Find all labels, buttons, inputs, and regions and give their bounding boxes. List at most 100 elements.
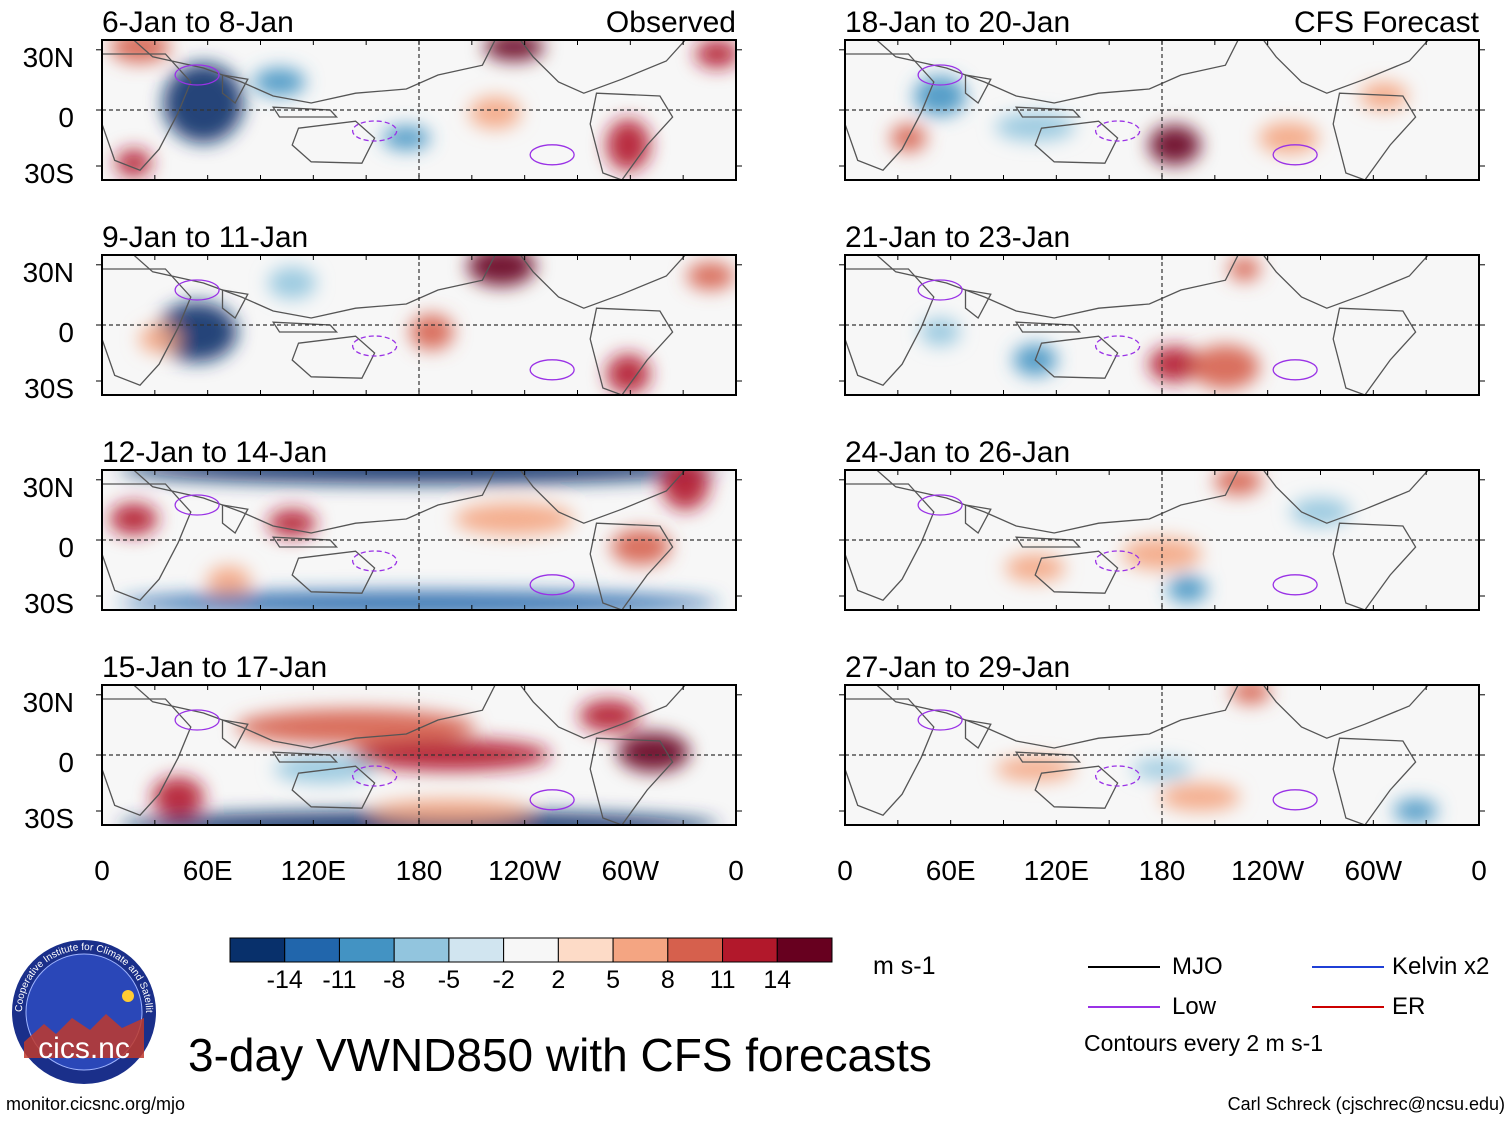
author-credit: Carl Schreck (cjschrec@ncsu.edu)	[1227, 1094, 1505, 1114]
colorbar-tick-label: 11	[710, 966, 736, 994]
coastline	[589, 737, 674, 825]
forecast-header: CFS Forecast	[1294, 6, 1480, 39]
lat-label: 0	[58, 102, 74, 133]
anomaly-blob	[109, 503, 158, 535]
source-url[interactable]: monitor.cicsnc.org/mjo	[6, 1094, 186, 1114]
coastline	[1014, 536, 1082, 548]
low-contour	[174, 64, 220, 86]
lon-label: 60W	[602, 855, 660, 886]
anomaly-blob	[579, 699, 640, 732]
lon-label: 60E	[926, 855, 976, 886]
coastline	[519, 40, 687, 94]
coastline	[221, 719, 249, 749]
coastline	[1332, 307, 1417, 395]
lat-label: 30N	[23, 257, 74, 288]
coastline	[132, 40, 496, 104]
low-contour	[351, 335, 398, 357]
lat-label: 30N	[23, 687, 74, 718]
anomaly-blob	[152, 777, 205, 817]
map-panel-l0	[102, 40, 736, 180]
anomaly-blob	[1359, 82, 1408, 110]
coastline	[1332, 737, 1417, 825]
map-panel-r0	[845, 40, 1479, 180]
coastline	[291, 765, 376, 809]
cics-logo[interactable]: Cooperative Institute for Climate and Sa…	[10, 938, 158, 1086]
low-contour	[1094, 120, 1141, 142]
lon-label: 120W	[488, 855, 562, 886]
coastline	[589, 307, 674, 395]
legend-label-er: ER	[1392, 993, 1426, 1020]
anomaly-blob	[1393, 799, 1438, 823]
legend-swatch-low	[1088, 1006, 1160, 1008]
anomaly-blob	[1160, 783, 1241, 811]
coastline	[845, 268, 935, 386]
coastline	[589, 522, 674, 610]
lon-label: 180	[396, 855, 443, 886]
coastline	[221, 289, 249, 319]
observed-header: Observed	[606, 6, 736, 39]
anomaly-blob	[1167, 575, 1208, 603]
colorbar-swatch	[393, 937, 450, 963]
map-panel-r3	[845, 685, 1479, 825]
panel-date-label: 9-Jan to 11-Jan	[102, 221, 308, 254]
coastline	[291, 550, 376, 594]
anomaly-blob	[1290, 498, 1351, 526]
coastline	[519, 470, 687, 524]
coastline	[102, 53, 192, 171]
low-contour	[917, 64, 963, 86]
low-contour	[174, 494, 220, 516]
lon-label: 0	[94, 855, 110, 886]
anomaly-blob	[370, 799, 531, 823]
coastline	[221, 74, 249, 104]
anomaly-blob	[617, 732, 690, 773]
lat-label: 30S	[24, 588, 74, 619]
colorbar-tick-label: -14	[267, 966, 303, 994]
colorbar-swatch	[722, 937, 778, 963]
anomaly-blob	[661, 470, 710, 510]
coastline	[271, 106, 339, 118]
coastline	[291, 120, 376, 164]
colorbar-tick-label: -11	[322, 966, 356, 994]
anomaly-blob	[157, 302, 238, 362]
anomaly-field	[995, 685, 1438, 823]
colorbar-swatch	[448, 937, 505, 963]
panel-date-label: 21-Jan to 23-Jan	[845, 221, 1070, 254]
coastline	[964, 289, 992, 319]
anomaly-blob	[914, 76, 967, 116]
coastline	[102, 483, 192, 601]
anomaly-blob	[1230, 685, 1271, 704]
lon-label: 120E	[281, 855, 346, 886]
anomaly-blob	[686, 262, 735, 290]
anomaly-blob	[1148, 125, 1201, 165]
lon-label: 120W	[1231, 855, 1305, 886]
low-contour	[917, 494, 963, 516]
lon-label: 0	[1471, 855, 1487, 886]
map-panel-l3	[102, 685, 736, 825]
lat-label: 0	[58, 747, 74, 778]
coastline	[132, 470, 496, 534]
low-contour	[1272, 144, 1318, 166]
lat-label: 30S	[24, 803, 74, 834]
coastline	[875, 470, 1239, 534]
low-contour	[1272, 789, 1318, 811]
anomaly-field	[139, 255, 735, 394]
low-contour	[174, 279, 220, 301]
low-contour	[917, 709, 963, 731]
coastline	[271, 536, 339, 548]
low-contour	[1094, 550, 1141, 572]
coastline	[964, 74, 992, 104]
lat-label: 30N	[23, 42, 74, 73]
low-contour	[1272, 574, 1318, 596]
colorbar-swatch	[776, 937, 833, 963]
coastline	[102, 698, 192, 816]
colorbar-tick-label: -8	[383, 966, 405, 994]
coastline	[845, 483, 935, 601]
lon-label: 0	[728, 855, 744, 886]
coastline	[1262, 685, 1430, 739]
panel-date-label: 6-Jan to 8-Jan	[102, 6, 294, 39]
lat-label: 0	[58, 317, 74, 348]
anomaly-blob	[119, 591, 719, 610]
low-contour	[174, 709, 220, 731]
lat-label: 0	[58, 532, 74, 563]
anomaly-field	[119, 699, 719, 825]
